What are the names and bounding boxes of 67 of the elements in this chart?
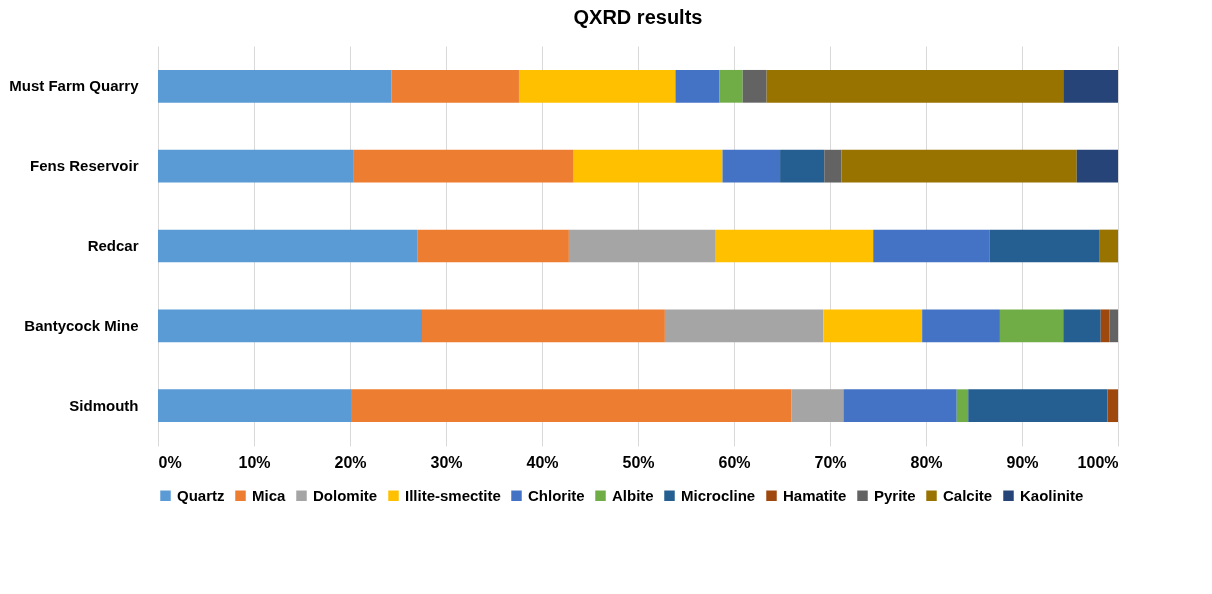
bar [1107, 389, 1118, 423]
bar [1063, 69, 1118, 103]
bar [1100, 309, 1110, 343]
x-tick-label: 90% [1006, 453, 1039, 471]
bar [417, 229, 569, 263]
bar [968, 389, 1108, 423]
bar [956, 389, 969, 423]
bar [715, 229, 874, 263]
x-tick-label: 60% [718, 453, 751, 471]
bar [158, 229, 418, 263]
y-tick-label: Must Farm Quarry [9, 77, 140, 95]
legend-label: Hamatite [783, 486, 847, 504]
x-tick-label: 30% [430, 453, 463, 471]
x-tick-label: 80% [910, 453, 943, 471]
legend-label: Mica [252, 486, 286, 504]
bar [158, 69, 392, 103]
bar [742, 69, 767, 103]
bar [791, 389, 844, 423]
x-tick-label: 20% [334, 453, 367, 471]
bar [873, 229, 990, 263]
chart-title: QXRD results [573, 6, 703, 28]
bar [664, 309, 824, 343]
legend-label: Kaolinite [1020, 486, 1084, 504]
legend-label: Quartz [177, 486, 225, 504]
bar [675, 69, 720, 103]
legend-label: Chlorite [528, 486, 585, 504]
x-tick-label: 10% [238, 453, 271, 471]
bar [1099, 229, 1118, 263]
bar [391, 69, 519, 103]
legend-label: Illite-smectite [405, 486, 501, 504]
x-tick-label: 70% [814, 453, 847, 471]
x-tick-label: 100% [1077, 453, 1119, 471]
bar [158, 149, 354, 183]
y-tick-label: Sidmouth [69, 396, 139, 414]
bar [1063, 309, 1101, 343]
bar [922, 309, 1000, 343]
x-tick-label: 0% [158, 453, 182, 471]
y-tick-label: Bantycock Mine [24, 316, 139, 334]
bar [158, 309, 422, 343]
bar [1076, 149, 1118, 183]
legend-label: Calcite [943, 486, 993, 504]
bar [518, 69, 676, 103]
bar [568, 229, 716, 263]
x-tick-label: 40% [526, 453, 559, 471]
y-tick-label: Redcar [87, 237, 139, 254]
bar [989, 229, 1100, 263]
bar [1109, 309, 1118, 343]
y-tick-label: Fens Reservoir [30, 157, 139, 175]
bar [824, 149, 842, 183]
bar [823, 309, 923, 343]
bar [766, 69, 1064, 103]
bar [573, 149, 723, 183]
bar [158, 389, 352, 423]
bar [422, 309, 665, 343]
legend-label: Pyrite [874, 486, 916, 504]
bar [351, 389, 792, 423]
bar [780, 149, 825, 183]
bar [999, 309, 1064, 343]
legend-label: Microcline [681, 486, 756, 504]
bar [722, 149, 781, 183]
bar [353, 149, 574, 183]
bar [719, 69, 743, 103]
bar [841, 149, 1077, 183]
legend-label: Albite [612, 486, 654, 504]
legend-label: Dolomite [313, 486, 378, 504]
x-tick-label: 50% [622, 453, 655, 471]
bar [843, 389, 957, 423]
